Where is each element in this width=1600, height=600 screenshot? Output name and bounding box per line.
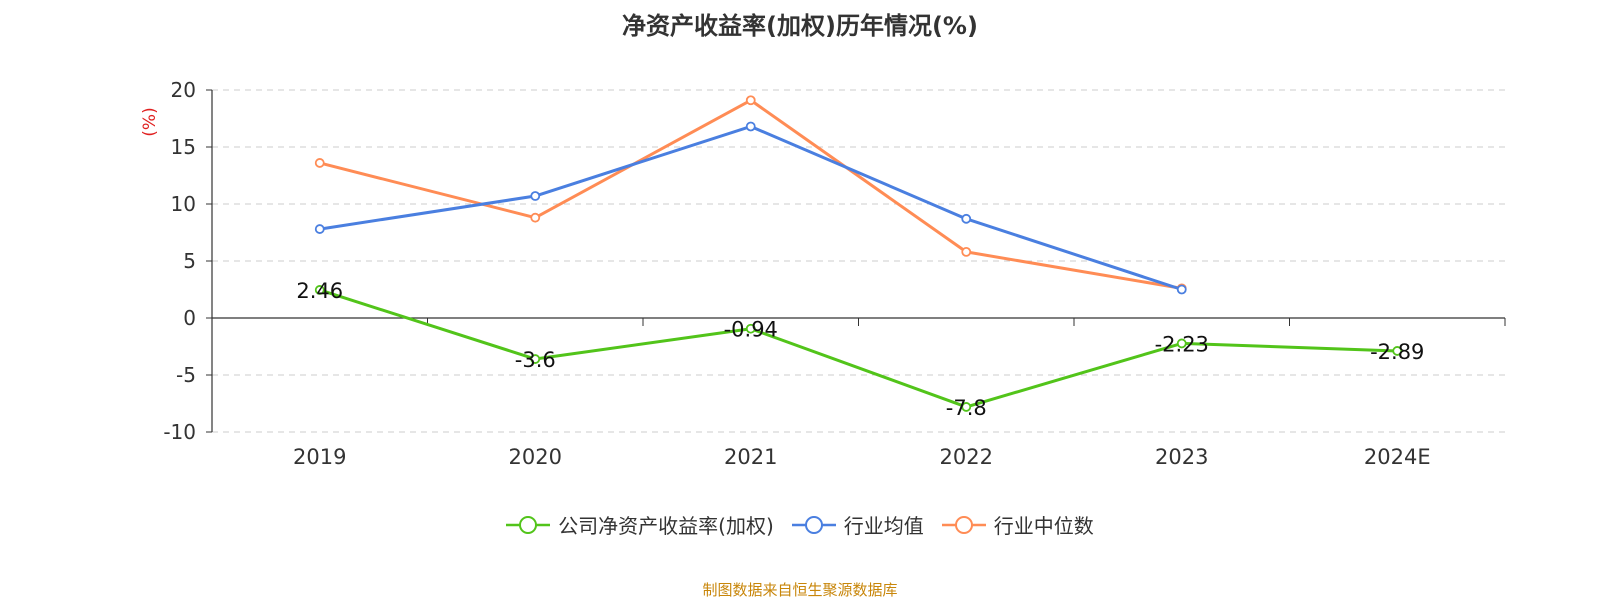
data-point [314,224,325,234]
data-label: -2.23 [1155,332,1209,356]
y-tick-label: 15 [171,135,196,159]
x-tick-label: 2024E [1364,445,1431,469]
data-label: -7.8 [946,396,987,420]
data-point [314,285,325,295]
data-point [961,246,972,257]
x-tick-label: 2021 [724,445,777,469]
grid-lines [212,89,1505,433]
data-point [530,191,541,201]
data-labels: 2.46 -3.6 -0.94 -7.8 -2.23 -2.89 [296,279,1424,420]
x-tick-label: 2020 [509,445,562,469]
chart-title: 净资产收益率(加权)历年情况(%) [622,12,978,40]
y-tick-label: 20 [171,78,196,102]
axes: 20 15 10 5 0 -5 -10 (%) 2019 2020 2021 2022 2023 2024… [140,78,1506,469]
data-point [745,121,756,132]
data-point [530,212,541,223]
legend-line-circle-icon [506,515,551,534]
y-tick-label: 5 [183,249,196,273]
data-point [1176,284,1187,295]
x-tick-label: 2019 [293,445,346,469]
data-label: -0.94 [724,318,778,342]
y-tick-label: 10 [171,192,196,216]
data-label: -3.6 [515,348,556,372]
data-label: -2.89 [1370,340,1424,364]
legend-item[interactable]: 行业中位数 [941,510,1094,539]
legend-line-circle-icon [791,515,836,534]
y-tick-label: -10 [163,420,196,444]
data-point [530,354,541,364]
y-axis-label: (%) [140,107,160,136]
data-point [745,95,756,106]
legend-item[interactable]: 行业均值 [791,510,924,539]
data-point [1176,338,1187,349]
data-label: 2.46 [296,279,343,303]
legend-label: 行业中位数 [993,514,1094,538]
legend-item[interactable]: 公司净资产收益率(加权) [506,510,774,539]
series-lines [314,95,1403,412]
series-line [319,288,1398,409]
legend-label: 行业均值 [843,514,924,538]
legend: 公司净资产收益率(加权) 行业均值 行业中位数 [0,510,1600,539]
data-point [961,402,972,412]
legend-label: 公司净资产收益率(加权) [558,514,774,538]
data-point [745,323,756,334]
x-tick-label: 2023 [1155,445,1208,469]
data-point [961,213,972,224]
legend-line-circle-icon [941,515,986,534]
x-tick-label: 2022 [940,445,993,469]
source-note: 制图数据来自恒生聚源数据库 [702,581,898,599]
y-tick-label: -5 [176,363,196,387]
data-point [1392,346,1403,356]
y-tick-label: 0 [183,306,196,330]
data-point [314,158,325,168]
